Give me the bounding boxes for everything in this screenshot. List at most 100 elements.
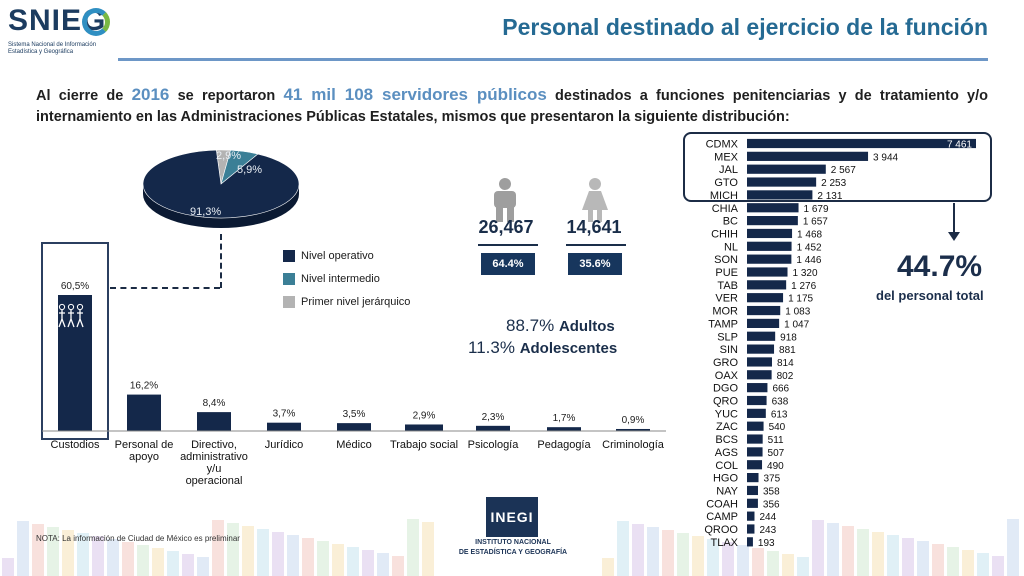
state-value: 1 320 [793,268,818,279]
staff-category-label: Psicología [468,439,520,451]
state-value: 814 [777,358,794,369]
decorative-column [752,548,764,576]
decorative-column [737,545,749,576]
state-bar [747,267,788,277]
staff-category-label: operacional [186,475,243,487]
inegi-mark: INEGI [486,497,538,537]
state-label: TAMP [708,318,738,330]
inegi-line-2: DE ESTADÍSTICA Y GEOGRAFÍA [458,549,568,556]
staff-bar-value: 16,2% [130,381,158,392]
decorative-column [182,554,194,576]
state-value: 918 [780,332,797,343]
legend-item: Nivel operativo [283,244,410,267]
state-label: CHIA [712,203,739,215]
staff-category-label: Personal de [115,439,174,451]
state-bar [747,177,817,187]
state-value: 881 [779,345,796,356]
decorative-column [602,558,614,576]
adults-stat: 88.7% Adultos [506,316,615,336]
decorative-column [422,522,434,576]
decorative-column [632,524,644,576]
snieg-logo: SNIEG Sistema Nacional de Información Es… [6,4,116,56]
footnote: NOTA: La información de Ciudad de México… [36,534,240,543]
state-label: VER [715,293,738,305]
inegi-line-1: INSTITUTO NACIONAL [475,539,551,546]
state-bar [747,395,767,406]
decorative-column [242,526,254,576]
staff-bar [616,428,650,431]
state-label: CHIH [711,228,738,240]
person-head [67,303,75,311]
intro-year: 2016 [131,85,170,104]
state-bar [747,228,793,239]
state-label: SIN [720,344,738,356]
staff-bar-value: 2,9% [413,410,436,421]
decorative-column [902,538,914,576]
top-five-states-box [683,132,992,202]
state-value: 1 047 [784,319,809,330]
state-value: 638 [772,397,789,408]
decorative-column [812,520,824,576]
state-label: NL [724,241,738,253]
decorative-column [287,535,299,576]
top-states-label: del personal total [876,288,984,303]
custodios-people-icon [58,303,84,328]
state-bar [747,434,763,444]
person-body [67,310,75,328]
decorative-column [197,557,209,576]
state-label: AGS [715,447,738,459]
state-value: 511 [768,435,784,446]
decorative-column [887,535,899,576]
state-bar [747,370,772,380]
staff-bar-value: 2,3% [482,412,505,423]
decorative-column [842,526,854,576]
state-bar [747,151,869,161]
person-head [76,303,84,311]
female-rule [566,244,626,246]
decorative-column [932,544,944,576]
pie-label-primer-nivel: 2,9% [216,150,242,162]
state-value: 193 [758,538,775,549]
legend-label: Nivel operativo [301,249,374,262]
state-bar [747,216,798,226]
decorative-column [137,545,149,576]
state-label: SON [714,254,738,266]
teens-label: Adolescentes [519,340,618,357]
staff-bar [58,295,92,431]
state-value: 375 [764,474,781,485]
male-count: 26,467 [478,217,534,237]
state-label: GRO [713,357,739,369]
decorative-column [347,547,359,576]
state-value: 802 [777,371,794,382]
intro-paragraph: Al cierre de 2016 se reportaron 41 mil 1… [36,84,988,128]
state-bar [747,138,976,149]
legend-swatch-operativo [283,249,295,262]
arrow-down-icon [948,232,960,241]
decorative-column [377,553,389,576]
decorative-column [152,548,164,576]
staff-category-label: Médico [336,439,371,451]
staff-category-label: Custodios [51,439,100,451]
staff-bar [127,394,161,431]
person-head [58,303,66,311]
intro-text-3: destinados a funciones penitenciarias y … [36,88,988,125]
state-bar [747,203,799,213]
state-label: HGO [713,473,739,485]
decorative-column [857,529,869,576]
legend-swatch-primer-nivel [283,295,295,308]
decorative-column [767,551,779,576]
state-bar [747,460,763,470]
top-states-pct: 44.7% [897,250,983,283]
state-bar [747,190,813,200]
state-label: MOR [712,306,738,318]
decorative-column [407,519,419,576]
state-value: 1 468 [797,229,822,240]
decorative-column [212,520,224,576]
staff-bar-value: 3,5% [343,409,366,420]
legend-swatch-intermedio [283,272,295,285]
state-bar [747,498,758,508]
state-value: 666 [772,384,789,395]
decorative-column [317,541,329,576]
male-rule [478,244,538,246]
decorative-column [107,539,119,576]
